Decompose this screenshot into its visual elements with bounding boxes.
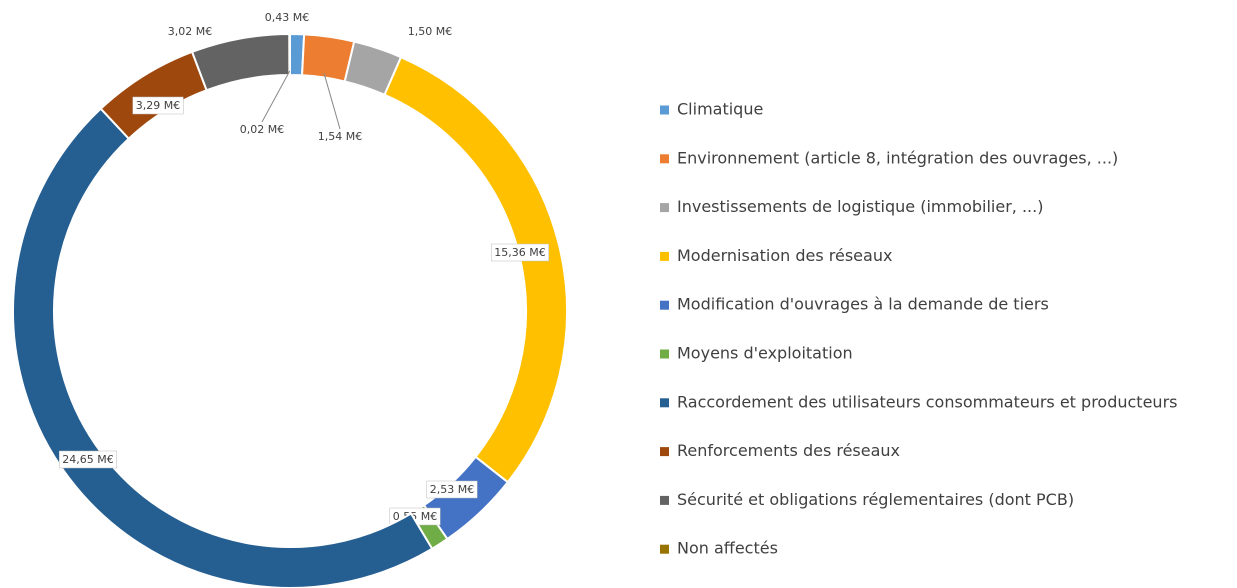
label-box: [491, 243, 549, 262]
label-box: [132, 96, 184, 115]
value-label: 1,54 M€: [318, 130, 362, 143]
value-label: 15,36 M€: [494, 246, 545, 259]
label-box: [426, 480, 478, 499]
legend-swatch: [660, 349, 669, 359]
legend-swatch: [660, 300, 669, 310]
legend-label: Moyens d'exploitation: [677, 344, 853, 363]
value-label: 2,53 M€: [430, 483, 474, 496]
value-label: 24,65 M€: [62, 453, 113, 466]
legend-swatch: [660, 495, 669, 505]
value-label: 3,29 M€: [136, 99, 180, 112]
slice: [383, 55, 568, 484]
legend-label: Renforcements des réseaux: [677, 441, 900, 460]
legend-label: Modification d'ouvrages à la demande de …: [677, 295, 1049, 314]
legend-swatch: [660, 447, 669, 457]
legend-swatch: [660, 398, 669, 408]
slice: [288, 32, 291, 77]
value-label: 0,43 M€: [265, 11, 309, 24]
leader-line: [261, 70, 291, 123]
label-box: [59, 450, 117, 469]
slice: [190, 32, 291, 92]
legend-swatch: [660, 544, 669, 554]
legend-label: Non affectés: [677, 539, 778, 558]
legend-label: Environnement (article 8, intégration de…: [677, 148, 1118, 167]
legend-label: Raccordement des utilisateurs consommate…: [677, 392, 1177, 411]
slice: [99, 50, 208, 141]
leader-line: [323, 73, 341, 130]
value-label: 0,02 M€: [240, 123, 284, 136]
value-label: 3,02 M€: [168, 25, 212, 38]
value-label: 1,50 M€: [408, 25, 452, 38]
legend-swatch: [660, 251, 669, 261]
legend-swatch: [660, 154, 669, 164]
legend-label: Sécurité et obligations réglementaires (…: [677, 490, 1074, 509]
legend-label: Investissements de logistique (immobilie…: [677, 197, 1043, 216]
legend-label: Climatique: [677, 100, 763, 119]
slice: [12, 107, 434, 588]
legend-swatch: [660, 105, 669, 115]
legend-swatch: [660, 203, 669, 213]
legend-label: Modernisation des réseaux: [677, 246, 892, 265]
